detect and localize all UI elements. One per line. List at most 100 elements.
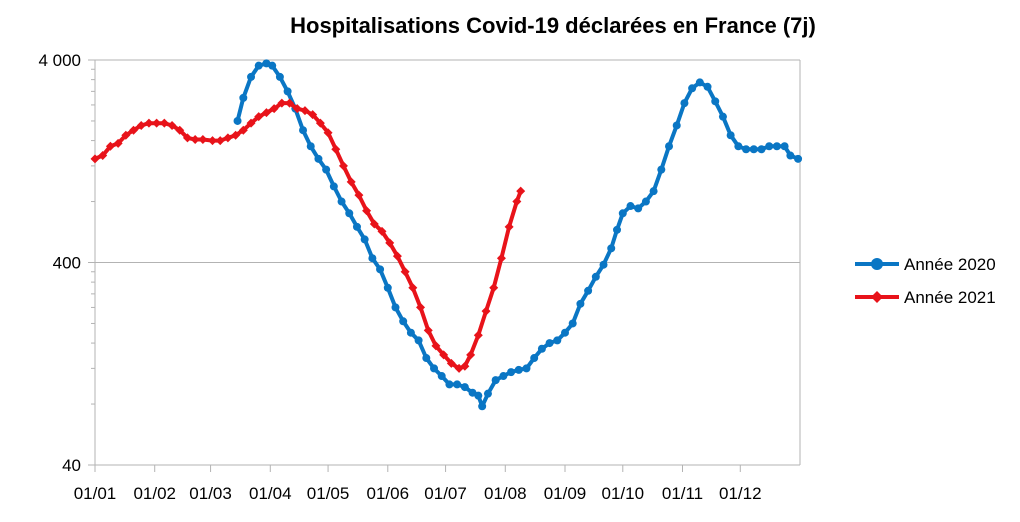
data-point <box>362 206 372 216</box>
data-point <box>584 286 593 295</box>
data-point <box>749 145 758 154</box>
data-point <box>481 306 491 316</box>
data-point <box>553 336 562 345</box>
data-point <box>247 72 256 81</box>
x-tick-label: 01/02 <box>133 484 176 503</box>
data-point <box>175 125 185 135</box>
data-point <box>352 222 361 231</box>
data-point <box>98 151 108 161</box>
data-point <box>445 380 454 389</box>
data-point <box>742 145 751 154</box>
data-point <box>198 134 208 144</box>
data-point <box>613 225 622 234</box>
x-tick-label: 01/10 <box>602 484 645 503</box>
data-point <box>530 354 539 363</box>
data-point <box>360 235 369 244</box>
data-point <box>512 197 522 207</box>
data-point <box>711 97 720 106</box>
data-point <box>499 372 508 381</box>
y-tick-label: 400 <box>53 254 81 273</box>
data-point <box>238 125 248 135</box>
data-point <box>369 219 379 229</box>
data-point <box>423 325 433 335</box>
data-point <box>346 177 356 187</box>
data-point <box>489 283 499 293</box>
data-point <box>90 154 100 164</box>
data-point <box>345 209 354 218</box>
data-point <box>376 265 385 274</box>
data-point <box>665 142 674 151</box>
data-point <box>734 142 743 151</box>
series-1 <box>233 59 803 411</box>
data-point <box>182 133 192 143</box>
x-tick-label: 01/07 <box>424 484 467 503</box>
data-point <box>406 328 415 337</box>
gridlines <box>94 59 801 466</box>
x-tick-label: 01/12 <box>719 484 762 503</box>
data-point <box>718 112 727 121</box>
data-point <box>323 128 333 138</box>
data-point <box>239 93 248 102</box>
data-point <box>688 84 697 93</box>
legend-label: Année 2020 <box>904 255 996 274</box>
data-point <box>491 376 500 385</box>
data-point <box>299 126 308 135</box>
data-point <box>233 116 242 125</box>
x-tick-label: 01/04 <box>249 484 292 503</box>
data-point <box>113 138 123 148</box>
data-point <box>780 142 789 151</box>
data-point <box>261 108 271 118</box>
data-point <box>159 118 169 128</box>
data-point <box>285 98 295 108</box>
data-point <box>599 260 608 269</box>
data-point <box>634 204 643 213</box>
data-point <box>322 165 331 174</box>
data-point <box>377 226 387 236</box>
data-point <box>136 120 146 130</box>
data-point <box>292 104 302 114</box>
data-point <box>414 336 423 345</box>
data-point <box>786 151 795 160</box>
y-axis: 4 000 400 40 <box>38 51 95 475</box>
data-point <box>167 120 177 130</box>
data-point <box>337 197 346 206</box>
data-point <box>268 61 277 70</box>
legend-marker <box>871 291 883 303</box>
data-point <box>460 361 470 371</box>
data-point <box>772 142 781 151</box>
data-point <box>223 133 233 143</box>
data-point <box>338 161 348 171</box>
plot-area <box>90 59 803 411</box>
legend-item: Année 2021 <box>855 288 996 307</box>
data-point <box>439 350 449 360</box>
data-point <box>474 391 483 400</box>
data-point <box>618 209 627 218</box>
data-point <box>641 197 650 206</box>
data-point <box>121 130 131 140</box>
data-point <box>152 118 162 128</box>
data-point <box>446 358 456 368</box>
data-point <box>275 72 284 81</box>
data-point <box>269 104 279 114</box>
x-tick-label: 01/08 <box>484 484 527 503</box>
data-point <box>507 368 516 377</box>
data-point <box>246 118 256 128</box>
data-point <box>129 125 139 135</box>
data-point <box>568 319 577 328</box>
data-point <box>522 364 531 373</box>
data-point <box>399 317 408 326</box>
data-point <box>231 130 241 140</box>
data-point <box>315 118 325 128</box>
data-point <box>368 254 377 263</box>
data-point <box>453 380 462 389</box>
data-point <box>537 344 546 353</box>
x-axis: 01/01 01/02 01/03 01/04 01/05 01/06 01/07 01/08… <box>74 465 762 503</box>
data-point <box>466 350 476 360</box>
data-point <box>672 121 681 130</box>
y-tick-label: 4 000 <box>38 51 81 70</box>
data-point <box>504 222 514 232</box>
data-point <box>408 283 418 293</box>
data-point <box>354 190 364 200</box>
data-point <box>483 389 492 398</box>
data-point <box>514 365 523 374</box>
